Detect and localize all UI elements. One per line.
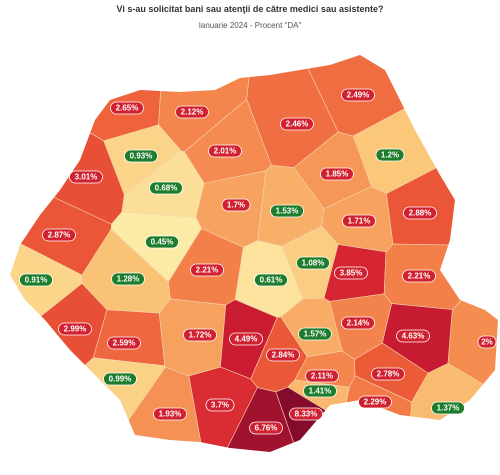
- value-label: 2.46%: [286, 120, 309, 129]
- label-badge: [205, 398, 235, 412]
- label-badge: [183, 328, 217, 342]
- value-label: 6.76%: [255, 424, 278, 433]
- label-badge: [69, 170, 103, 184]
- value-label: 2.99%: [64, 325, 87, 334]
- value-label: 0.99%: [109, 375, 132, 384]
- value-label: 2.01%: [214, 147, 237, 156]
- label-badge: [229, 332, 263, 346]
- title: Vi s-au solicitat bani sau atenţii de că…: [117, 4, 384, 14]
- label-badge: [280, 117, 314, 131]
- regions: [10, 55, 498, 452]
- value-label: 2.88%: [409, 209, 432, 218]
- label-badge: [249, 421, 283, 435]
- label-badge: [145, 235, 179, 249]
- value-label: 2.65%: [116, 104, 139, 113]
- label-badge: [320, 167, 354, 181]
- value-label: 3.7%: [211, 401, 229, 410]
- label-badge: [402, 269, 436, 283]
- value-label: 8.33%: [295, 410, 318, 419]
- label-badge: [270, 204, 304, 218]
- label-badge: [403, 206, 437, 220]
- value-label: 1.7%: [227, 201, 245, 210]
- value-label: 3.01%: [75, 173, 98, 182]
- label-badge: [190, 263, 224, 277]
- value-label: 1.08%: [302, 259, 325, 268]
- label-badge: [341, 316, 375, 330]
- value-label: 0.93%: [130, 152, 153, 161]
- label-badge: [431, 401, 465, 415]
- value-label: 2.14%: [347, 319, 370, 328]
- label-badge: [103, 372, 137, 386]
- subtitle: Ianuarie 2024 - Procent "DA": [199, 21, 302, 30]
- label-badge: [42, 228, 76, 242]
- county: [10, 55, 165, 142]
- value-label: 0.91%: [25, 276, 48, 285]
- label-badge: [221, 198, 251, 212]
- label-badge: [254, 273, 288, 287]
- label-badge: [175, 105, 209, 119]
- label-badge: [298, 327, 332, 341]
- value-label: 4.49%: [235, 335, 258, 344]
- value-label: 2.21%: [408, 272, 431, 281]
- value-label: 4.63%: [402, 332, 425, 341]
- value-label: 1.41%: [309, 387, 332, 396]
- value-label: 1.72%: [189, 331, 212, 340]
- value-label: 2.87%: [48, 231, 71, 240]
- label-badge: [477, 335, 497, 349]
- label-badge: [334, 266, 368, 280]
- value-label: 0.45%: [151, 238, 174, 247]
- label-badge: [58, 322, 92, 336]
- value-label: 2.84%: [272, 351, 295, 360]
- value-label: 1.2%: [381, 151, 399, 160]
- label-badge: [110, 101, 144, 115]
- label-badge: [358, 395, 392, 409]
- label-badge: [371, 367, 405, 381]
- value-label: 2.21%: [196, 266, 219, 275]
- label-badge: [149, 181, 183, 195]
- value-label: 1.85%: [326, 170, 349, 179]
- label-badge: [305, 369, 339, 383]
- label-badge: [153, 407, 187, 421]
- label-badge: [341, 88, 375, 102]
- county: [383, 243, 498, 310]
- value-label: 1.53%: [276, 207, 299, 216]
- label-badge: [124, 149, 158, 163]
- value-label: 2%: [481, 338, 493, 347]
- value-label: 0.61%: [260, 276, 283, 285]
- label-badge: [303, 384, 337, 398]
- label-badge: [396, 329, 430, 343]
- label-badge: [342, 214, 376, 228]
- labels: 2.65% 2.12% 2.49% 2.46% 0.93% 2.01% 1.2% 1.85% 3…: [19, 88, 497, 435]
- label-badge: [375, 148, 405, 162]
- value-label: 1.57%: [304, 330, 327, 339]
- value-label: 2.12%: [181, 108, 204, 117]
- label-badge: [208, 144, 242, 158]
- value-label: 2.78%: [377, 370, 400, 379]
- value-label: 2.29%: [364, 398, 387, 407]
- label-badge: [266, 348, 300, 362]
- value-label: 2.49%: [347, 91, 370, 100]
- value-label: 0.68%: [155, 184, 178, 193]
- value-label: 1.37%: [437, 404, 460, 413]
- label-badge: [111, 272, 145, 286]
- value-label: 1.71%: [348, 217, 371, 226]
- label-badge: [19, 273, 53, 287]
- value-label: 1.93%: [159, 410, 182, 419]
- value-label: 1.28%: [117, 275, 140, 284]
- label-badge: [296, 256, 330, 270]
- value-label: 3.85%: [340, 269, 363, 278]
- value-label: 2.11%: [311, 372, 333, 381]
- label-badge: [289, 407, 323, 421]
- value-label: 2.59%: [113, 339, 136, 348]
- label-badge: [107, 336, 141, 350]
